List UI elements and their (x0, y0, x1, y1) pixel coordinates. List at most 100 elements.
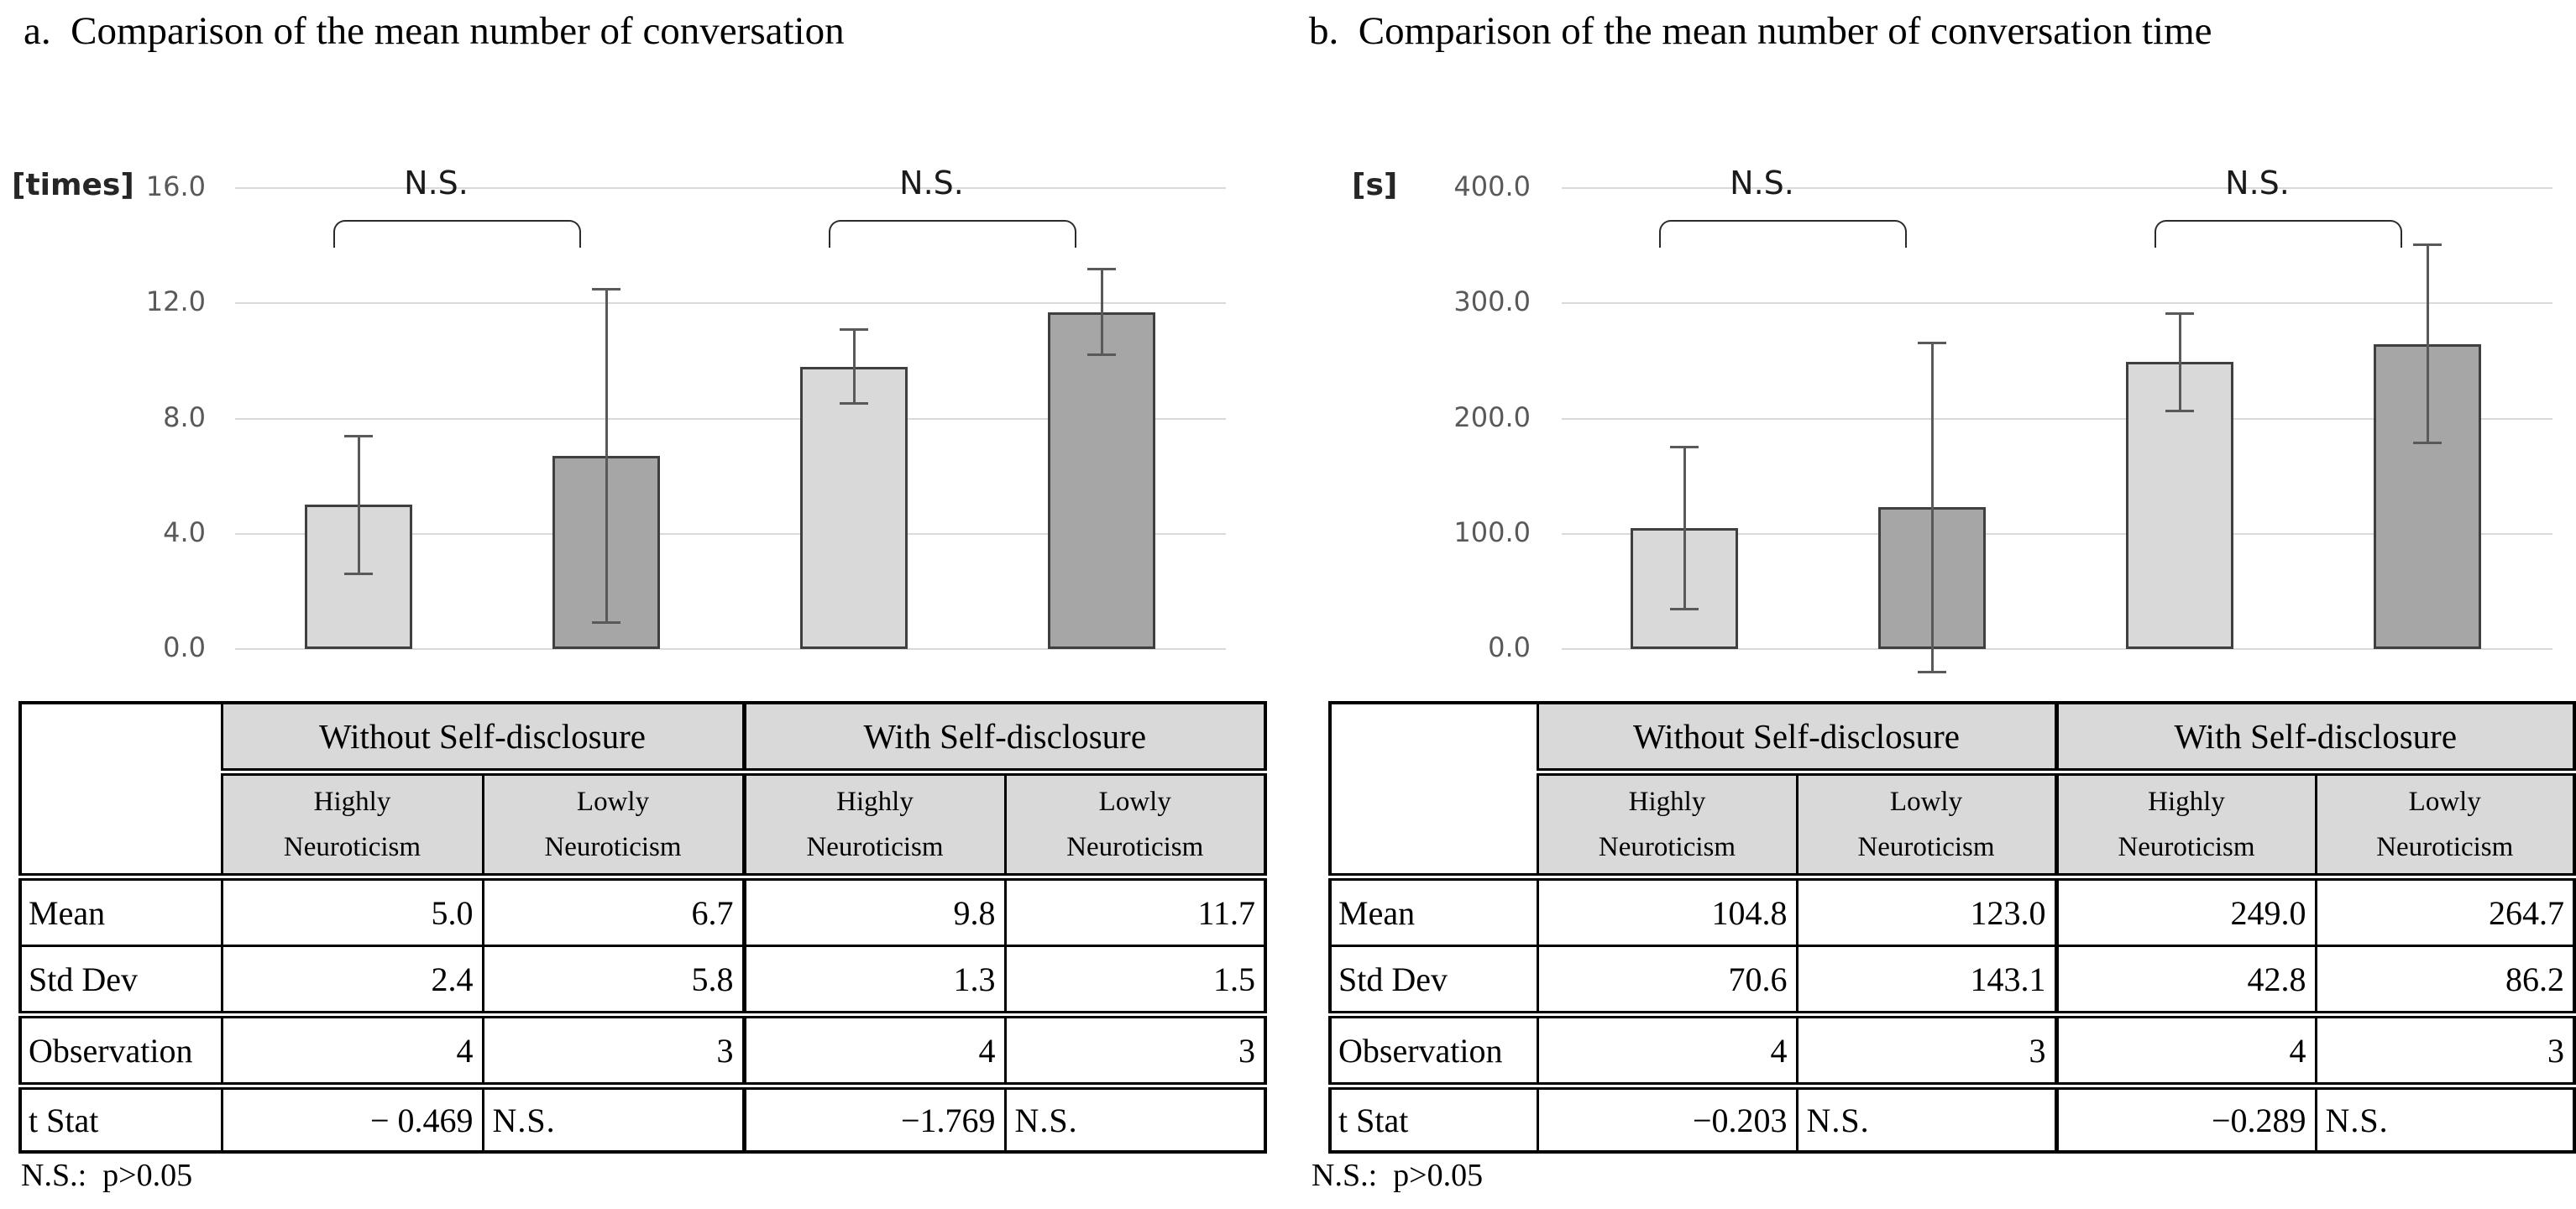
ns-bracket (829, 220, 1076, 248)
sub-header: Highly Neuroticism (220, 771, 484, 881)
cell-value: 1.3 (741, 945, 1007, 1018)
cell-value: 2.4 (220, 945, 484, 1018)
bar-4 (1048, 311, 1155, 649)
error-bar (1683, 447, 1686, 610)
row-label: t Stat (18, 1085, 223, 1154)
cell-value: 86.2 (2314, 945, 2576, 1018)
cell-ns: N.S. (1003, 1085, 1267, 1154)
sub-header: Lowly Neuroticism (481, 771, 746, 881)
sub-header: Highly Neuroticism (2054, 771, 2317, 881)
table-row-tstat: t Stat − 0.469 N.S. −1.769 N.S. (18, 1085, 1267, 1154)
panel-a: a. Comparison of the mean number of conv… (0, 0, 1288, 1193)
cell-value: 264.7 (2314, 876, 2576, 947)
table-row-stddev: Std Dev 70.6 143.1 42.8 86.2 (1328, 945, 2576, 1018)
table-row-observation: Observation 4 3 4 3 (1328, 1013, 2576, 1090)
ns-bracket (2155, 220, 2402, 248)
y-tick-label: 100.0 (1453, 516, 1531, 548)
cell-value: 9.8 (741, 876, 1007, 947)
y-tick-label: 0.0 (1488, 631, 1531, 663)
row-label: Mean (18, 876, 223, 947)
y-tick-label: 16.0 (145, 170, 206, 202)
table-row-observation: Observation 4 3 4 3 (18, 1013, 1267, 1090)
cell-value: − 0.469 (220, 1085, 484, 1154)
cell-value: 104.8 (1536, 876, 1798, 947)
cell-value: 5.0 (220, 876, 484, 947)
y-tick-label: 12.0 (145, 285, 206, 318)
cell-value: 4 (741, 1013, 1007, 1090)
cell-value: 4 (2054, 1013, 2317, 1090)
error-bar-cap (1670, 446, 1699, 449)
group-header-without: Without Self-disclosure (1536, 701, 2058, 776)
error-bar (2178, 312, 2181, 411)
cell-value: 5.8 (481, 945, 746, 1018)
gridline (1562, 417, 2552, 420)
error-bar-cap (1087, 353, 1116, 356)
row-label: Std Dev (1328, 945, 1539, 1018)
group-header-with: With Self-disclosure (2054, 701, 2576, 776)
corner-cell (18, 701, 223, 881)
y-tick-label: 400.0 (1453, 170, 1531, 202)
row-label: t Stat (1328, 1085, 1539, 1154)
error-bar-cap (1670, 608, 1699, 611)
error-bar (1100, 269, 1103, 355)
cell-value: −1.769 (741, 1085, 1007, 1154)
y-axis-unit-label: [s] (1352, 168, 1398, 202)
error-bar-cap (840, 402, 868, 406)
y-tick-label: 200.0 (1453, 400, 1531, 433)
error-bar-cap (1918, 341, 1946, 344)
error-bar-cap (592, 288, 620, 291)
cell-value: 123.0 (1795, 876, 2058, 947)
cell-value: 3 (1003, 1013, 1267, 1090)
gridline (1562, 187, 2552, 189)
error-bar-cap (344, 572, 373, 575)
group-header-without: Without Self-disclosure (220, 701, 746, 776)
row-label: Observation (1328, 1013, 1539, 1090)
cell-value: 3 (481, 1013, 746, 1090)
sub-header: Lowly Neuroticism (1003, 771, 1267, 881)
sub-header: Lowly Neuroticism (1795, 771, 2058, 881)
gridline (235, 187, 1226, 189)
error-bar-cap (344, 435, 373, 438)
y-tick-label: 0.0 (163, 631, 206, 663)
error-bar-cap (2165, 409, 2194, 412)
error-bar (2426, 244, 2429, 443)
cell-value: 4 (220, 1013, 484, 1090)
cell-value: 70.6 (1536, 945, 1798, 1018)
error-bar-cap (1918, 670, 1946, 673)
footnote: N.S.: p>0.05 (1312, 1158, 1484, 1193)
stats-table-a: Without Self-disclosure With Self-disclo… (18, 701, 1268, 1154)
gridline (1562, 532, 2552, 535)
y-tick-label: 4.0 (163, 516, 206, 548)
y-tick-label: 300.0 (1453, 285, 1531, 318)
cell-value: 6.7 (481, 876, 746, 947)
row-label: Observation (18, 1013, 223, 1090)
cell-value: 3 (2314, 1013, 2576, 1090)
y-tick-label: 8.0 (163, 400, 206, 433)
cell-value: −0.289 (2054, 1085, 2317, 1154)
error-bar-cap (592, 621, 620, 625)
cell-ns: N.S. (1795, 1085, 2058, 1154)
gridline (235, 417, 1226, 420)
error-bar (357, 436, 360, 574)
bar-3 (800, 366, 908, 649)
gridline (235, 302, 1226, 305)
row-label: Std Dev (18, 945, 223, 1018)
cell-value: 1.5 (1003, 945, 1267, 1018)
error-bar-cap (2165, 311, 2194, 315)
cell-value: −0.203 (1536, 1085, 1798, 1154)
row-label: Mean (1328, 876, 1539, 947)
panel-b: b. Comparison of the mean number of conv… (1288, 0, 2576, 1209)
error-bar-cap (1087, 268, 1116, 271)
table-row-mean: Mean 5.0 6.7 9.8 11.7 (18, 876, 1267, 947)
y-axis-unit-label: [times] (12, 168, 134, 202)
gridline (1562, 302, 2552, 305)
ns-bracket (1659, 220, 1907, 248)
bar-chart-a: [times] 0.0 4.0 8.0 12.0 16.0 N.S. N.S. (0, 0, 1288, 697)
cell-value: 11.7 (1003, 876, 1267, 947)
sub-header: Highly Neuroticism (1536, 771, 1798, 881)
error-bar-cap (2413, 442, 2442, 444)
error-bar (1930, 342, 1934, 673)
ns-annotation: N.S. (2225, 165, 2290, 202)
cell-value: 143.1 (1795, 945, 2058, 1018)
ns-bracket (333, 220, 581, 248)
